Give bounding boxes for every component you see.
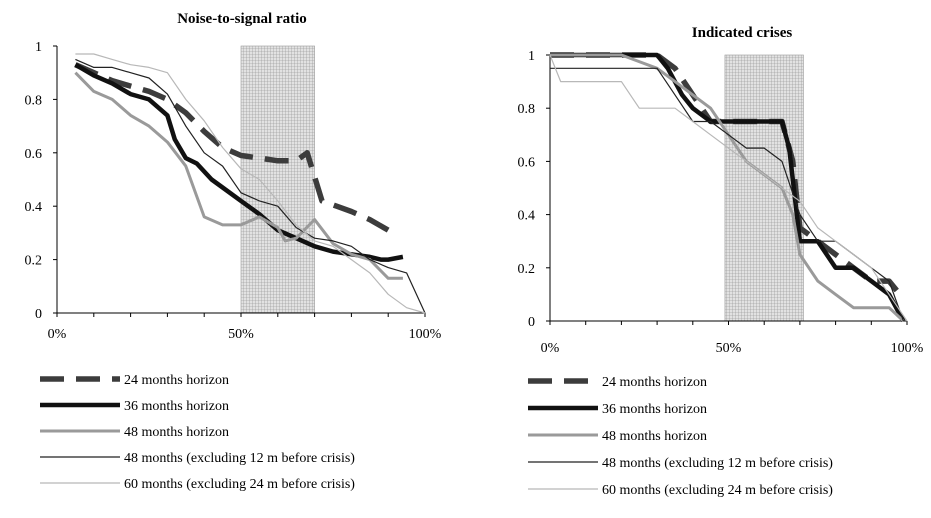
legend-label-4: 48 months (excluding 12 m before crisis)	[602, 456, 833, 471]
y-tick-label: 0.2	[25, 254, 43, 269]
x-tick-label: 100%	[891, 341, 924, 356]
chart-2: Indicated crises 0 0.2 0.4 0.6 0.8 1 0% 50% 100% 2…	[518, 25, 924, 498]
chart-title: Noise-to-signal ratio	[177, 11, 307, 27]
legend-label-2: 36 months horizon	[602, 402, 707, 417]
series-line-5	[549, 54, 908, 322]
y-tick-label: 1	[35, 40, 42, 55]
series-line-3	[74, 71, 403, 280]
legend-label-2: 36 months horizon	[124, 399, 229, 414]
x-tick-label: 0%	[48, 327, 67, 342]
chart-1: Noise-to-signal ratio 0 0.2 0.4 0.6 0.8 1 0% 50%…	[25, 11, 442, 492]
legend-label-3: 48 months horizon	[124, 425, 229, 440]
y-tick-label: 0.6	[518, 155, 536, 170]
y-tick-label: 0.2	[518, 262, 536, 277]
x-tick-label: 0%	[541, 341, 560, 356]
legend-label-5: 60 months (excluding 24 m before crisis)	[124, 477, 355, 492]
legend-label-5: 60 months (excluding 24 m before crisis)	[602, 483, 833, 498]
series-line-1	[74, 62, 390, 233]
y-tick-label: 0.8	[25, 93, 43, 108]
legend-label-1: 24 months horizon	[124, 373, 229, 388]
x-tick-label: 50%	[228, 327, 254, 342]
y-tick-label: 1	[528, 49, 535, 64]
y-tick-label: 0	[528, 315, 535, 330]
series-line-4	[75, 58, 426, 314]
x-tick-label: 50%	[716, 341, 742, 356]
series-line-2	[550, 52, 906, 323]
legend-label-4: 48 months (excluding 12 m before crisis)	[124, 451, 355, 466]
y-tick-label: 0.8	[518, 102, 536, 117]
chart-title: Indicated crises	[692, 25, 793, 41]
legend-label-3: 48 months horizon	[602, 429, 707, 444]
series-line-2	[74, 62, 404, 262]
shaded-region	[240, 45, 315, 314]
y-tick-label: 0.4	[25, 200, 43, 215]
legend-label-1: 24 months horizon	[602, 375, 707, 390]
y-tick-label: 0.6	[25, 147, 43, 162]
y-tick-label: 0	[35, 307, 42, 322]
x-tick-label: 100%	[409, 327, 442, 342]
y-tick-label: 0.4	[518, 209, 536, 224]
series-line-5	[75, 53, 426, 314]
